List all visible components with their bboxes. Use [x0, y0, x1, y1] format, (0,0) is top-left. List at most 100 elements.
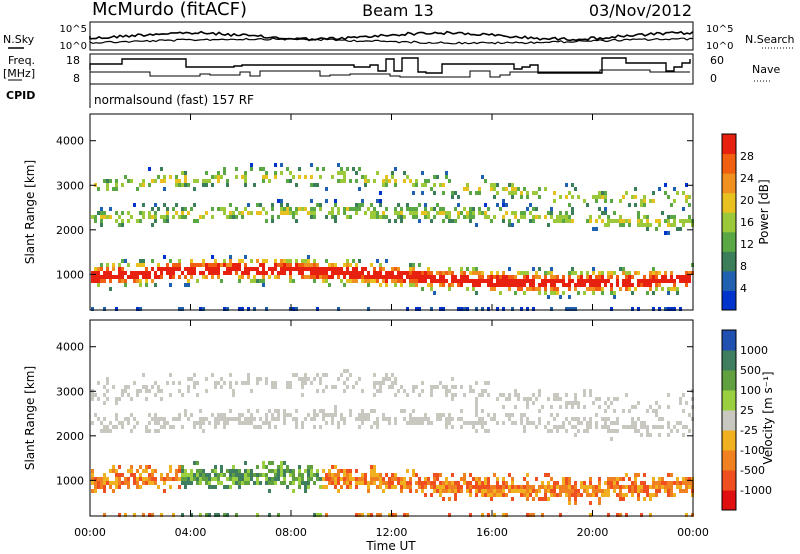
heatmap-cell: [634, 187, 637, 191]
heatmap-cell: [100, 485, 103, 489]
heatmap-cell: [418, 421, 421, 425]
heatmap-cell: [496, 421, 499, 425]
heatmap-cell: [217, 477, 220, 481]
heatmap-cell: [472, 271, 475, 275]
heatmap-cell: [466, 215, 469, 219]
heatmap-cell: [601, 271, 604, 275]
heatmap-cell: [346, 263, 349, 267]
heatmap-cell: [601, 195, 604, 199]
heatmap-cell: [214, 271, 217, 275]
x-tick-label: 00:00: [74, 526, 106, 539]
heatmap-cell: [145, 425, 148, 429]
heatmap-cell: [562, 485, 565, 489]
heatmap-cell: [262, 207, 265, 211]
heatmap-cell: [667, 489, 670, 493]
heatmap-cell: [688, 481, 691, 485]
heatmap-cell: [616, 513, 619, 517]
heatmap-cell: [622, 271, 625, 275]
heatmap-cell: [433, 291, 436, 295]
heatmap-cell: [319, 377, 322, 381]
heatmap-cell: [550, 429, 553, 433]
heatmap-cell: [229, 485, 232, 489]
heatmap-cell: [235, 175, 238, 179]
heatmap-cell: [580, 279, 583, 283]
heatmap-cell: [616, 481, 619, 485]
heatmap-cell: [97, 267, 100, 271]
heatmap-cell: [376, 199, 379, 203]
heatmap-cell: [154, 271, 157, 275]
heatmap-cell: [373, 385, 376, 389]
heatmap-cell: [154, 215, 157, 219]
heatmap-cell: [478, 393, 481, 397]
heatmap-cell: [664, 481, 667, 485]
heatmap-cell: [106, 389, 109, 393]
heatmap-cell: [154, 283, 157, 287]
heatmap-cell: [289, 259, 292, 263]
heatmap-cell: [259, 377, 262, 381]
heatmap-cell: [382, 477, 385, 481]
heatmap-cell: [178, 485, 181, 489]
heatmap-cell: [283, 481, 286, 485]
heatmap-cell: [559, 485, 562, 489]
heatmap-cell: [571, 271, 574, 275]
heatmap-cell: [511, 275, 514, 279]
heatmap-cell: [664, 191, 667, 195]
heatmap-cell: [262, 473, 265, 477]
heatmap-cell: [352, 271, 355, 275]
heatmap-cell: [676, 191, 679, 195]
heatmap-cell: [544, 279, 547, 283]
heatmap-cell: [610, 421, 613, 425]
heatmap-cell: [550, 413, 553, 417]
heatmap-cell: [535, 493, 538, 497]
heatmap-cell: [430, 207, 433, 211]
heatmap-cell: [682, 191, 685, 195]
heatmap-cell: [256, 211, 259, 215]
heatmap-cell: [286, 381, 289, 385]
heatmap-cell: [382, 267, 385, 271]
heatmap-cell: [313, 211, 316, 215]
heatmap-cell: [421, 275, 424, 279]
heatmap-cell: [244, 381, 247, 385]
heatmap-cell: [355, 263, 358, 267]
heatmap-cell: [637, 283, 640, 287]
heatmap-cell: [328, 283, 331, 287]
heatmap-cell: [361, 203, 364, 207]
heatmap-cell: [205, 171, 208, 175]
heatmap-cell: [325, 271, 328, 275]
heatmap-cell: [676, 485, 679, 489]
heatmap-cell: [313, 473, 316, 477]
heatmap-cell: [355, 179, 358, 183]
heatmap-cell: [94, 267, 97, 271]
heatmap-cell: [235, 381, 238, 385]
heatmap-cell: [502, 481, 505, 485]
heatmap-cell: [637, 307, 640, 311]
heatmap-cell: [268, 179, 271, 183]
heatmap-cell: [565, 477, 568, 481]
heatmap-cell: [559, 279, 562, 283]
heatmap-cell: [574, 397, 577, 401]
heatmap-cell: [568, 501, 571, 505]
heatmap-cell: [583, 429, 586, 433]
heatmap-cell: [133, 425, 136, 429]
heatmap-cell: [319, 175, 322, 179]
heatmap-cell: [403, 389, 406, 393]
heatmap-cell: [469, 271, 472, 275]
heatmap-cell: [145, 477, 148, 481]
heatmap-cell: [658, 279, 661, 283]
heatmap-cell: [163, 215, 166, 219]
heatmap-cell: [349, 373, 352, 377]
heatmap-cell: [148, 481, 151, 485]
heatmap-cell: [616, 275, 619, 279]
heatmap-cell: [292, 473, 295, 477]
heatmap-cell: [115, 183, 118, 187]
heatmap-cell: [115, 179, 118, 183]
heatmap-cell: [148, 183, 151, 187]
heatmap-cell: [334, 203, 337, 207]
heatmap-cell: [466, 187, 469, 191]
heatmap-cell: [595, 283, 598, 287]
heatmap-cell: [619, 513, 622, 517]
heatmap-cell: [520, 211, 523, 215]
heatmap-cell: [97, 381, 100, 385]
heatmap-cell: [160, 271, 163, 275]
